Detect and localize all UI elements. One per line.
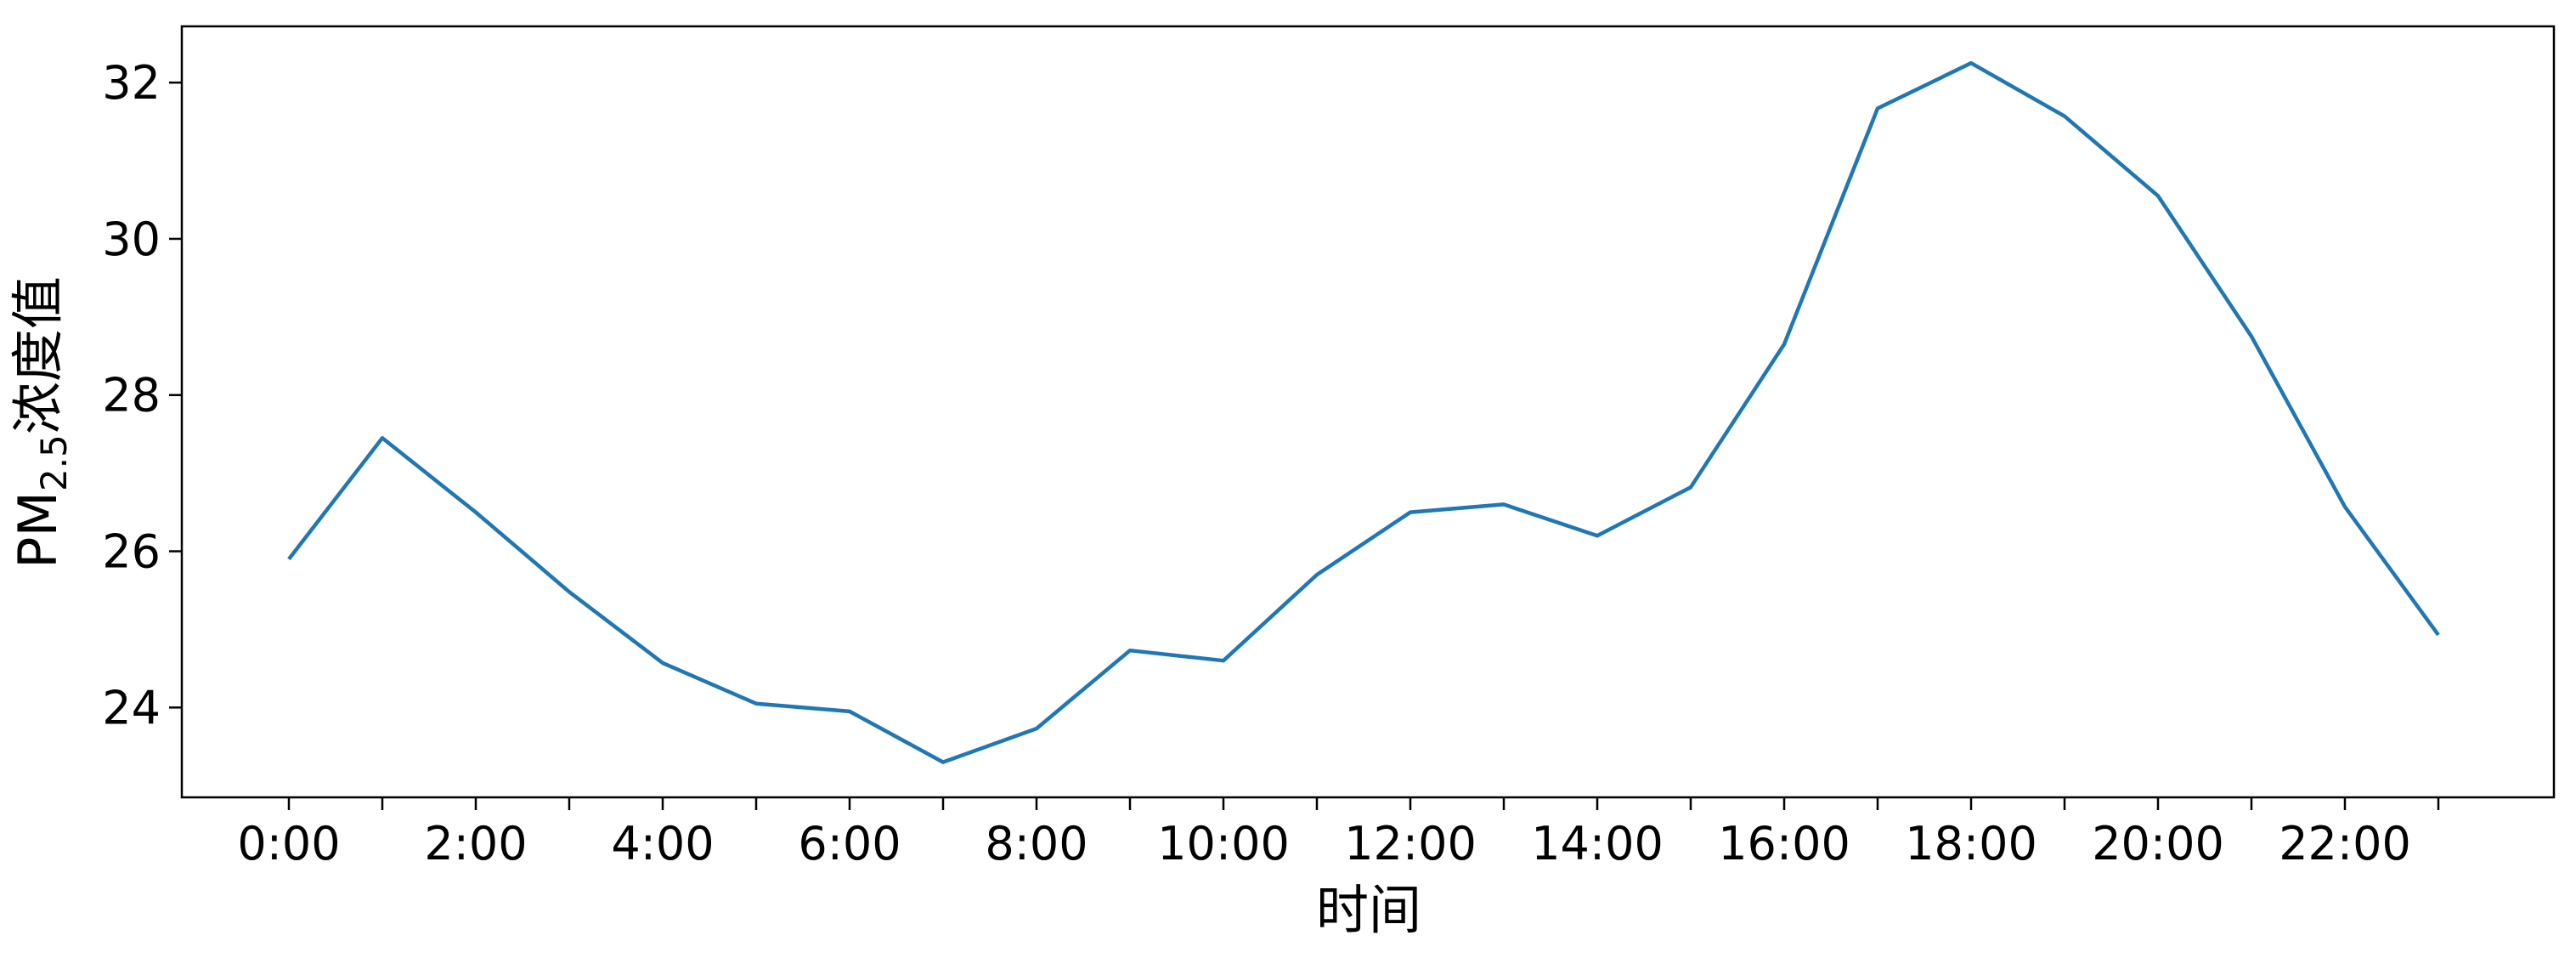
x-tick-label: 20:00 bbox=[2092, 817, 2224, 870]
x-tick-label: 14:00 bbox=[1531, 817, 1664, 870]
x-tick-label: 2:00 bbox=[424, 817, 527, 870]
y-tick-label: 30 bbox=[102, 213, 161, 266]
y-tick-label: 32 bbox=[102, 56, 161, 110]
x-tick-label: 10:00 bbox=[1157, 817, 1290, 870]
y-axis-label-subscript: 2.5 bbox=[33, 434, 75, 491]
x-tick-label: 4:00 bbox=[611, 817, 714, 870]
x-axis-label: 时间 bbox=[1316, 879, 1421, 941]
y-tick-label: 26 bbox=[102, 525, 161, 579]
plot-area bbox=[180, 25, 2556, 799]
x-tick-label: 18:00 bbox=[1905, 817, 2037, 870]
x-tick-label: 12:00 bbox=[1344, 817, 1477, 870]
x-axis: 0:00 2:00 4:00 6:00 8:00 10:00 12:00 14:00 16:00… bbox=[237, 797, 2440, 870]
y-axis-label-main: PM bbox=[7, 491, 69, 569]
y-tick-label: 24 bbox=[102, 681, 161, 734]
x-tick-label: 8:00 bbox=[985, 817, 1087, 870]
x-tick-label: 22:00 bbox=[2279, 817, 2411, 870]
series-line-0 bbox=[287, 60, 2440, 764]
plot-frame bbox=[180, 25, 2556, 799]
x-tick-label: 6:00 bbox=[798, 817, 901, 870]
y-axis: 24 26 28 30 32 bbox=[102, 56, 182, 734]
x-tick-label: 0:00 bbox=[237, 817, 340, 870]
y-axis-label: PM2.5浓度值 bbox=[7, 276, 75, 569]
x-tick-label: 16:00 bbox=[1718, 817, 1850, 870]
y-tick-label: 28 bbox=[102, 369, 161, 422]
y-axis-label-group: PM2.5浓度值 bbox=[7, 276, 75, 569]
y-axis-label-suffix: 浓度值 bbox=[7, 276, 69, 434]
